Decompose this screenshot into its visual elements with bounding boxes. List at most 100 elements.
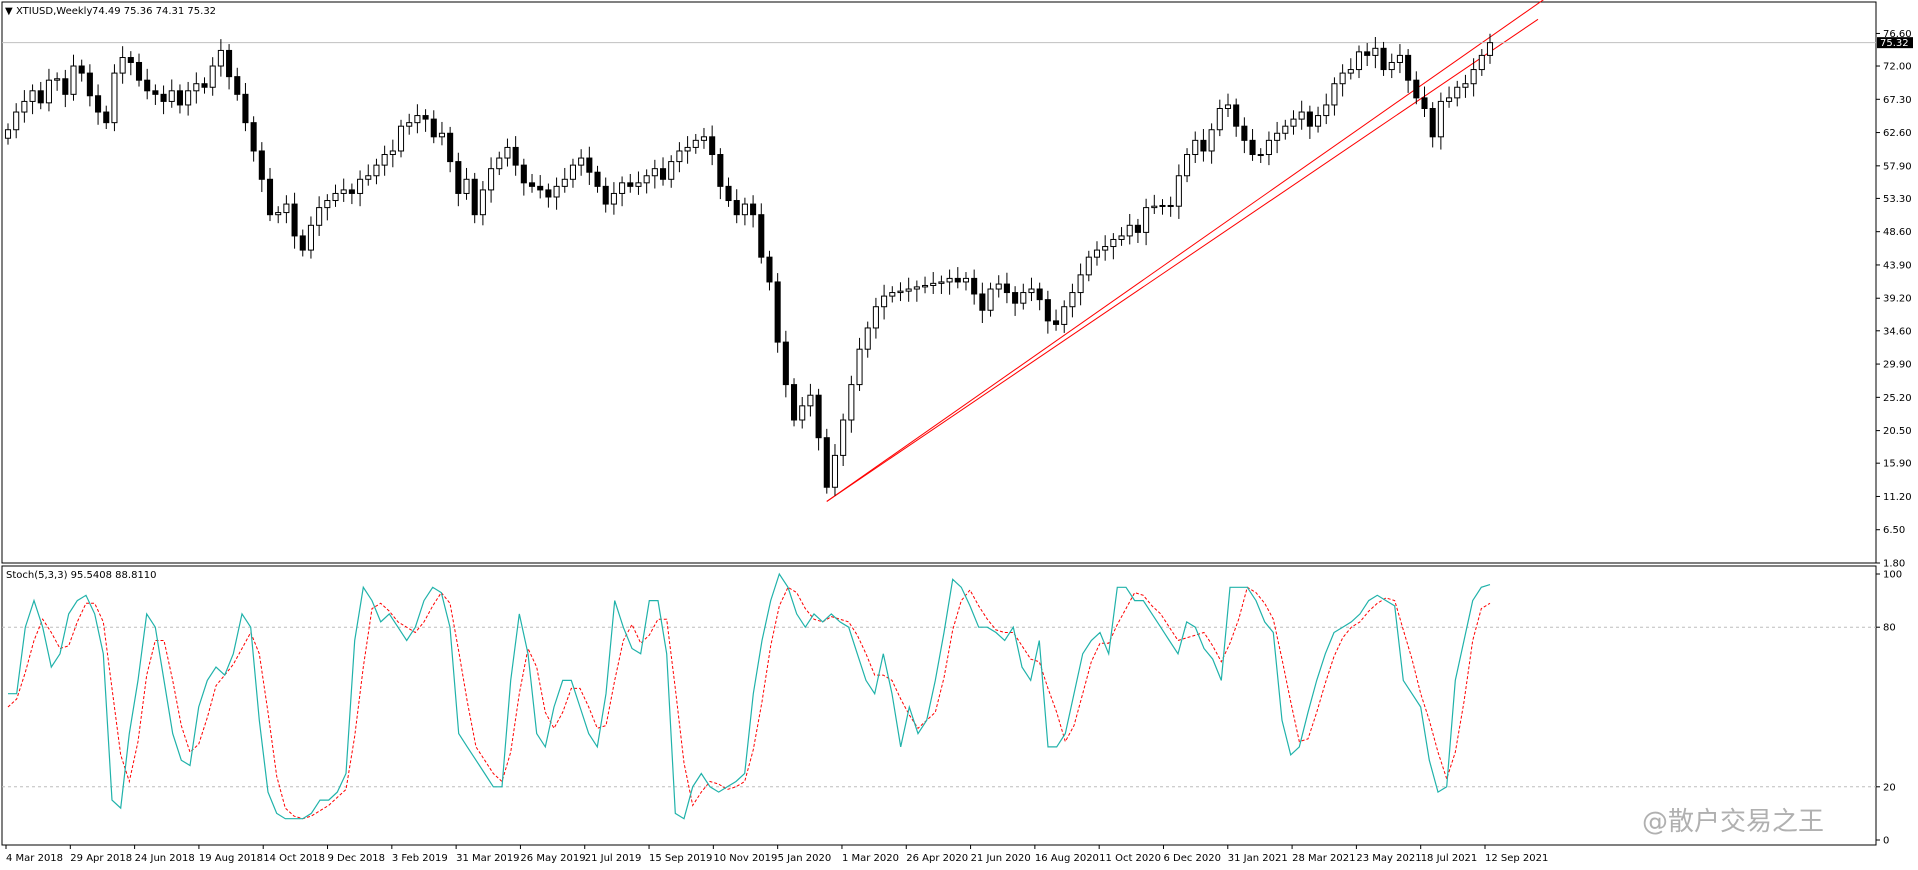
candle[interactable] xyxy=(627,173,634,193)
candle[interactable] xyxy=(1331,77,1338,116)
candle[interactable] xyxy=(62,69,69,108)
candle[interactable] xyxy=(13,103,20,139)
candle[interactable] xyxy=(1306,105,1313,139)
candle[interactable] xyxy=(103,105,110,130)
candle[interactable] xyxy=(1257,148,1264,164)
candle[interactable] xyxy=(864,321,871,358)
candle[interactable] xyxy=(659,157,667,186)
candle[interactable] xyxy=(840,413,847,467)
candle[interactable] xyxy=(438,121,445,146)
candle[interactable] xyxy=(1290,110,1297,135)
candle[interactable] xyxy=(348,183,355,205)
candle[interactable] xyxy=(692,133,699,154)
candle[interactable] xyxy=(1028,277,1035,302)
candle[interactable] xyxy=(119,46,126,84)
candle[interactable] xyxy=(316,196,323,236)
candle[interactable] xyxy=(1003,272,1010,304)
candle[interactable] xyxy=(1396,44,1403,74)
candle[interactable] xyxy=(643,169,650,194)
candle[interactable] xyxy=(1470,58,1477,97)
candle[interactable] xyxy=(946,269,953,295)
candle[interactable] xyxy=(242,83,249,132)
trendline[interactable] xyxy=(826,0,1560,502)
candle[interactable] xyxy=(1388,53,1395,79)
menu-triangle-icon[interactable]: ▼ xyxy=(5,6,13,17)
candle[interactable] xyxy=(86,64,93,107)
candle[interactable] xyxy=(275,206,282,224)
candle[interactable] xyxy=(70,54,77,101)
candle[interactable] xyxy=(455,152,462,207)
candle[interactable] xyxy=(1102,235,1109,261)
candle[interactable] xyxy=(209,57,216,96)
candle[interactable] xyxy=(357,170,364,207)
candle[interactable] xyxy=(782,330,789,398)
candle[interactable] xyxy=(610,182,617,215)
candle[interactable] xyxy=(962,272,970,291)
stochastic-panel[interactable] xyxy=(1,565,1877,846)
candle[interactable] xyxy=(144,68,151,100)
candle[interactable] xyxy=(856,337,863,391)
candle[interactable] xyxy=(283,195,290,224)
candle[interactable] xyxy=(1110,233,1117,260)
candle[interactable] xyxy=(897,282,904,302)
candle[interactable] xyxy=(258,142,265,193)
candle[interactable] xyxy=(1151,194,1158,214)
candle[interactable] xyxy=(332,184,339,207)
candle[interactable] xyxy=(741,197,748,226)
candle[interactable] xyxy=(1437,92,1444,150)
candle[interactable] xyxy=(176,84,183,114)
candle[interactable] xyxy=(807,383,814,417)
candle[interactable] xyxy=(168,79,175,108)
candle[interactable] xyxy=(45,68,52,112)
candle[interactable] xyxy=(1192,131,1199,164)
candle[interactable] xyxy=(668,155,675,188)
candle[interactable] xyxy=(373,158,380,185)
candle[interactable] xyxy=(54,72,61,91)
candle[interactable] xyxy=(913,280,920,302)
candle[interactable] xyxy=(872,297,879,339)
candle[interactable] xyxy=(340,178,347,202)
candle[interactable] xyxy=(1355,45,1363,79)
candle[interactable] xyxy=(496,151,503,176)
candle[interactable] xyxy=(930,272,937,294)
candle[interactable] xyxy=(217,39,224,77)
candle[interactable] xyxy=(528,173,536,193)
candle[interactable] xyxy=(193,72,200,104)
candle[interactable] xyxy=(389,139,396,168)
candle[interactable] xyxy=(1380,41,1387,76)
candle[interactable] xyxy=(1478,49,1485,76)
candle[interactable] xyxy=(635,171,642,195)
candle[interactable] xyxy=(234,67,241,101)
candle[interactable] xyxy=(1216,99,1223,137)
candle[interactable] xyxy=(1282,119,1289,140)
candle[interactable] xyxy=(78,59,85,82)
candle[interactable] xyxy=(1069,283,1076,318)
candle[interactable] xyxy=(520,158,527,196)
candle[interactable] xyxy=(160,85,167,115)
candle[interactable] xyxy=(1175,164,1182,219)
candle[interactable] xyxy=(1429,102,1436,148)
candle[interactable] xyxy=(1323,93,1330,125)
candle[interactable] xyxy=(1446,86,1453,108)
candle[interactable] xyxy=(111,64,118,132)
candle[interactable] xyxy=(1044,290,1051,334)
candle[interactable] xyxy=(1405,49,1412,93)
candle[interactable] xyxy=(987,282,994,317)
candle[interactable] xyxy=(1364,43,1371,67)
candle[interactable] xyxy=(1085,250,1092,282)
candle[interactable] xyxy=(619,176,626,207)
candle[interactable] xyxy=(430,110,437,144)
candle[interactable] xyxy=(1126,213,1133,245)
candle[interactable] xyxy=(1486,33,1494,64)
candle[interactable] xyxy=(1061,300,1068,333)
candle[interactable] xyxy=(201,77,208,94)
candle[interactable] xyxy=(1012,286,1019,316)
candle[interactable] xyxy=(889,286,896,303)
candle[interactable] xyxy=(1167,196,1174,217)
candle[interactable] xyxy=(135,53,143,87)
candle[interactable] xyxy=(266,167,274,222)
candle[interactable] xyxy=(422,109,429,132)
candle[interactable] xyxy=(1462,74,1469,98)
candle[interactable] xyxy=(922,276,929,294)
candle[interactable] xyxy=(766,250,773,291)
